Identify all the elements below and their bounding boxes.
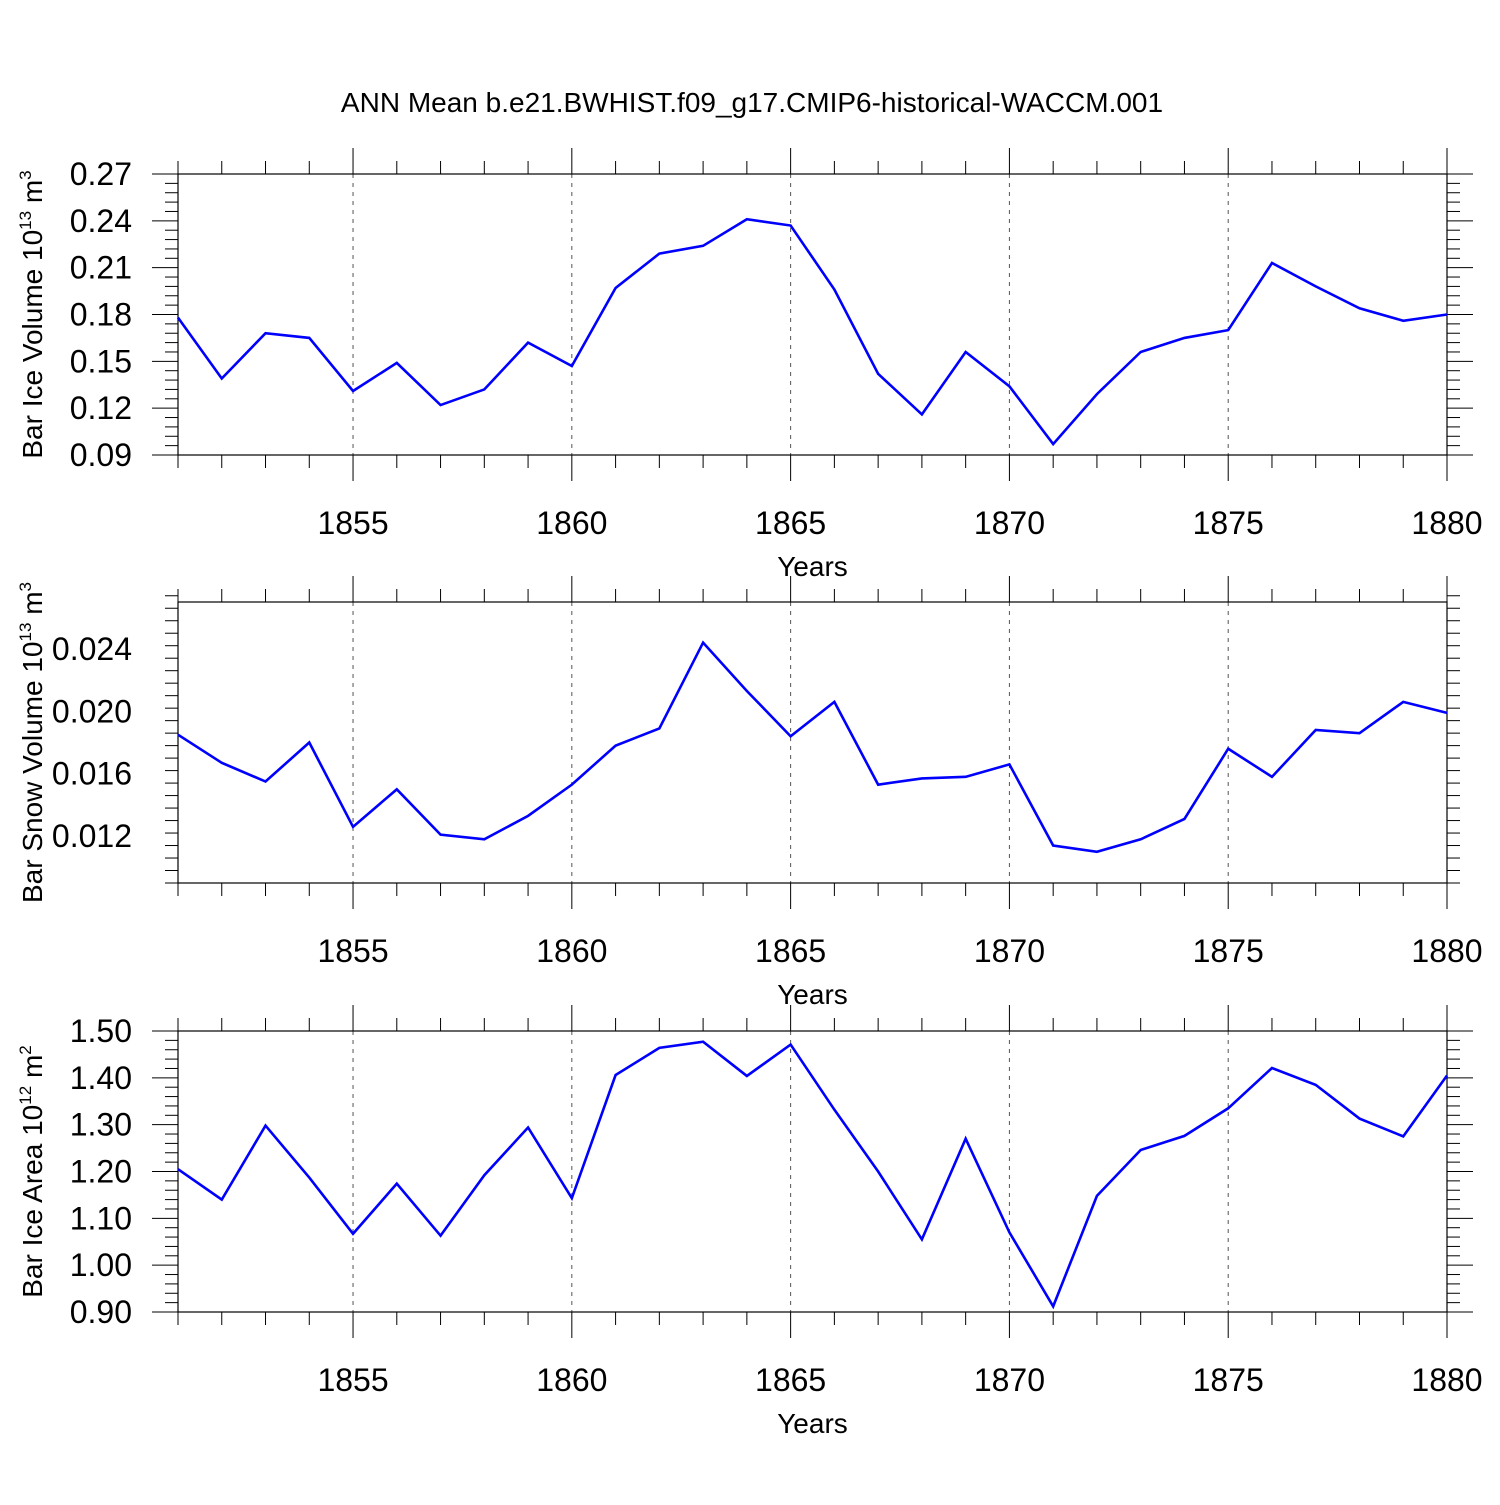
x-tick-label: 1870 [974,505,1045,541]
y-tick-label: 1.50 [70,1013,132,1049]
y-tick-label: 0.12 [70,390,132,426]
y-axis-title-superscript: 13 [16,623,35,642]
y-tick-label: 1.00 [70,1247,132,1283]
y-tick-label: 1.40 [70,1060,132,1096]
x-axis-title: Years [777,551,848,582]
x-tick-label: 1855 [317,933,388,969]
x-tick-label: 1865 [755,505,826,541]
series-line [177,640,1448,854]
plot-frame [177,173,1448,456]
x-tick-label: 1860 [536,933,607,969]
y-axis-title-part: Bar Ice Volume 10 [17,230,48,459]
y-axis-title: Bar Ice Volume 1013 m3 [16,170,48,458]
x-tick-label: 1870 [974,1362,1045,1398]
y-axis-title-part: m [17,591,48,622]
x-axis-title: Years [777,979,848,1010]
y-axis-title-part: Bar Snow Volume 10 [17,642,48,904]
x-tick-label: 1865 [755,1362,826,1398]
y-tick-label: 0.012 [52,818,132,854]
x-tick-label: 1880 [1411,933,1482,969]
y-axis-title-superscript: 2 [16,1045,35,1054]
x-tick-label: 1860 [536,505,607,541]
y-axis-title-part: m [17,180,48,211]
y-tick-label: 1.30 [70,1107,132,1143]
panel-3: 0.90 1.00 1.10 1.20 1.30 1.40 1.50 1855 1860 1865… [16,1005,1483,1439]
y-axis-title-superscript: 3 [16,170,35,179]
panel-2: 0.012 0.016 0.020 0.024 1855 1860 1865 1870 1875… [16,576,1483,1010]
y-tick-label: 1.20 [70,1154,132,1190]
y-axis-title-superscript: 13 [16,211,35,230]
x-axis-title: Years [777,1408,848,1439]
y-axis-title: Bar Snow Volume 1013 m3 [16,582,48,903]
y-tick-label: 0.24 [70,203,132,239]
y-tick-label: 0.15 [70,343,132,379]
x-tick-label: 1880 [1411,505,1482,541]
plot-frame [177,601,1448,884]
x-tick-label: 1870 [974,933,1045,969]
y-axis-title-part: Bar Ice Area 10 [17,1105,48,1298]
x-tick-label: 1875 [1193,505,1264,541]
y-axis-title-part: m [17,1055,48,1086]
panels: 0.09 0.12 0.15 0.18 0.21 0.24 0.27 1855 1860 1865… [16,148,1483,1439]
x-tick-label: 1855 [317,505,388,541]
x-tick-label: 1875 [1193,933,1264,969]
y-tick-label: 0.18 [70,297,132,333]
x-tick-label: 1865 [755,933,826,969]
x-tick-label: 1880 [1411,1362,1482,1398]
y-tick-label: 0.020 [52,693,132,729]
panel-1: 0.09 0.12 0.15 0.18 0.21 0.24 0.27 1855 1860 1865… [16,148,1483,582]
y-axis-title-superscript: 12 [16,1086,35,1105]
figure-title: ANN Mean b.e21.BWHIST.f09_g17.CMIP6-hist… [341,87,1163,118]
y-tick-label: 1.10 [70,1200,132,1236]
y-tick-label: 0.09 [70,437,132,473]
x-tick-label: 1875 [1193,1362,1264,1398]
y-tick-label: 0.21 [70,250,132,286]
y-tick-label: 0.27 [70,156,132,192]
y-tick-label: 0.024 [52,631,132,667]
plot-frame [177,1030,1448,1313]
x-tick-label: 1855 [317,1362,388,1398]
series-line [176,217,1448,447]
y-tick-label: 0.016 [52,756,132,792]
y-axis-title: Bar Ice Area 1012 m2 [16,1045,48,1298]
series-line [177,1040,1449,1310]
y-tick-label: 0.90 [70,1294,132,1330]
x-tick-label: 1860 [536,1362,607,1398]
y-axis-title-superscript: 3 [16,582,35,591]
